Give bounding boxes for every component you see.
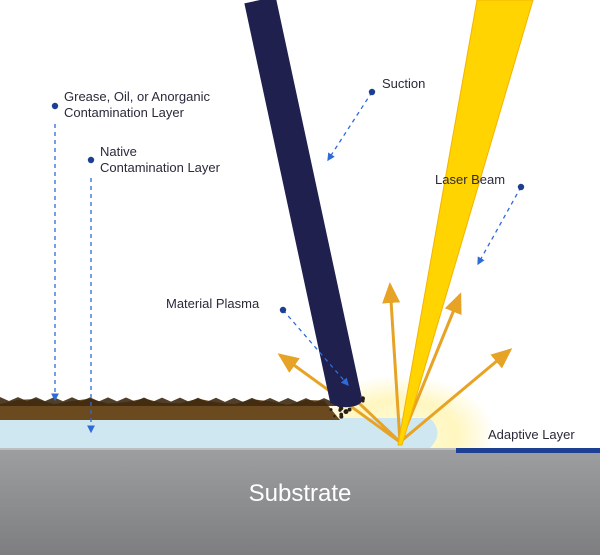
dot-grease — [52, 103, 58, 109]
label-adaptive: Adaptive Layer — [488, 427, 575, 443]
label-suction: Suction — [382, 76, 425, 92]
adaptive-layer — [456, 448, 600, 453]
dot-suction — [369, 89, 375, 95]
diagram-canvas — [0, 0, 600, 555]
suction-tube — [244, 0, 361, 403]
leader-suction — [328, 92, 372, 160]
dot-laser — [518, 184, 524, 190]
label-grease: Grease, Oil, or Anorganic Contamination … — [64, 89, 210, 122]
debris-particle — [344, 409, 349, 414]
contamination-top — [0, 397, 350, 406]
label-native: Native Contamination Layer — [100, 144, 220, 177]
label-laser: Laser Beam — [435, 172, 505, 188]
debris-particle — [330, 408, 333, 411]
debris-particle — [333, 415, 335, 417]
dot-native — [88, 157, 94, 163]
debris-particle — [338, 409, 341, 412]
label-substrate: Substrate — [0, 480, 600, 508]
laser-beam — [398, 0, 533, 445]
debris-particle — [339, 413, 343, 417]
dot-plasma — [280, 307, 286, 313]
leader-laser — [478, 187, 521, 264]
label-plasma: Material Plasma — [166, 296, 259, 312]
